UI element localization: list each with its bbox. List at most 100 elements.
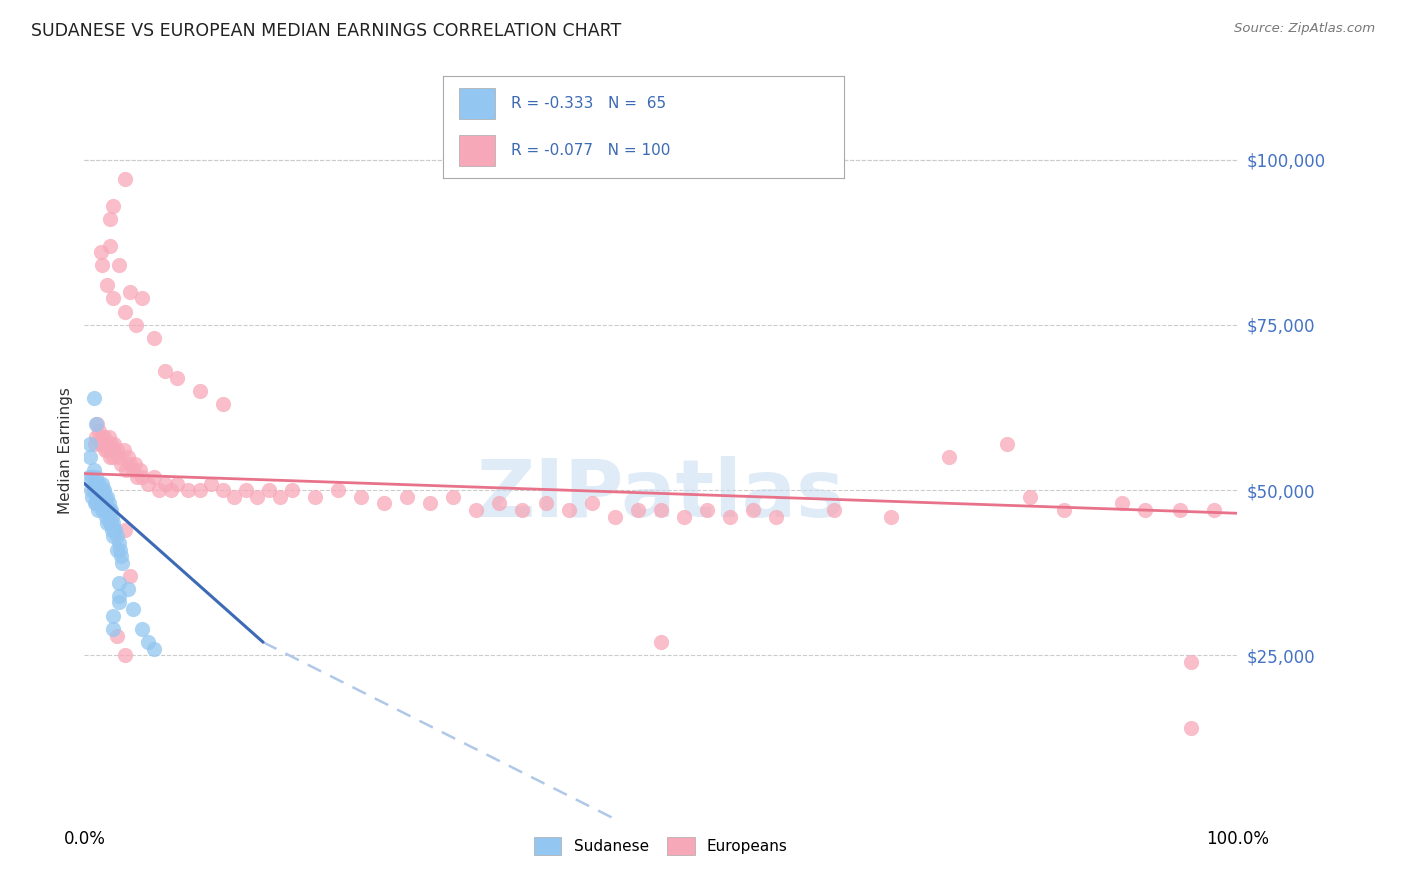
Point	[103, 199, 124, 213]
Point	[581, 496, 603, 510]
Point	[105, 529, 128, 543]
Point	[995, 437, 1018, 451]
Point	[650, 635, 672, 649]
Point	[90, 490, 112, 504]
Point	[142, 470, 165, 484]
Point	[93, 430, 115, 444]
Bar	[458, 136, 495, 166]
Point	[93, 503, 115, 517]
Point	[246, 490, 269, 504]
Point	[117, 582, 139, 597]
Point	[105, 443, 128, 458]
Point	[177, 483, 200, 497]
Point	[97, 496, 120, 510]
Point	[120, 569, 142, 583]
Text: Source: ZipAtlas.com: Source: ZipAtlas.com	[1234, 22, 1375, 36]
Point	[627, 503, 650, 517]
Point	[103, 529, 124, 543]
Point	[96, 503, 118, 517]
Point	[94, 503, 117, 517]
Point	[96, 516, 118, 531]
Point	[79, 450, 101, 464]
Point	[83, 391, 105, 405]
Point	[108, 258, 131, 272]
Point	[84, 496, 107, 510]
Point	[1180, 721, 1202, 735]
Point	[120, 285, 142, 299]
Point	[87, 483, 110, 497]
Point	[103, 516, 124, 531]
Point	[441, 490, 464, 504]
Point	[101, 443, 124, 458]
Point	[1018, 490, 1040, 504]
Point	[101, 523, 124, 537]
Point	[1053, 503, 1076, 517]
Point	[96, 437, 118, 451]
Point	[1111, 496, 1133, 510]
Point	[281, 483, 304, 497]
Point	[823, 503, 845, 517]
Point	[96, 496, 118, 510]
Point	[84, 470, 107, 484]
Point	[650, 503, 672, 517]
Point	[108, 450, 131, 464]
Point	[304, 490, 326, 504]
Text: ZIPatlas: ZIPatlas	[477, 456, 845, 534]
Point	[488, 496, 510, 510]
Point	[83, 496, 105, 510]
Point	[83, 463, 105, 477]
Point	[97, 430, 120, 444]
Point	[188, 483, 211, 497]
Point	[224, 490, 246, 504]
Point	[84, 483, 107, 497]
Point	[153, 476, 176, 491]
Point	[114, 523, 136, 537]
Point	[93, 483, 115, 497]
Point	[98, 503, 121, 517]
Point	[96, 509, 118, 524]
Point	[89, 483, 111, 497]
Point	[100, 437, 122, 451]
Point	[465, 503, 488, 517]
Point	[90, 258, 112, 272]
Point	[938, 450, 960, 464]
Point	[111, 556, 134, 570]
Point	[108, 575, 131, 590]
Point	[880, 509, 903, 524]
Point	[94, 443, 117, 458]
Point	[115, 463, 138, 477]
Point	[87, 503, 110, 517]
Point	[94, 490, 117, 504]
Point	[534, 496, 557, 510]
Point	[557, 503, 579, 517]
Point	[103, 608, 124, 623]
Point	[211, 397, 233, 411]
Point	[110, 457, 132, 471]
Point	[98, 450, 121, 464]
Point	[396, 490, 419, 504]
Point	[86, 476, 108, 491]
Point	[131, 622, 153, 636]
Point	[98, 238, 121, 252]
Point	[83, 437, 105, 451]
Point	[512, 503, 534, 517]
Text: R = -0.333   N =  65: R = -0.333 N = 65	[510, 96, 666, 111]
Point	[114, 304, 136, 318]
Point	[419, 496, 441, 510]
Point	[91, 483, 114, 497]
Point	[83, 483, 105, 497]
Point	[235, 483, 257, 497]
Point	[80, 483, 103, 497]
Point	[108, 595, 131, 609]
Point	[91, 496, 114, 510]
Point	[166, 370, 188, 384]
Point	[77, 470, 100, 484]
Point	[117, 450, 139, 464]
Point	[96, 443, 118, 458]
Point	[326, 483, 349, 497]
Point	[114, 648, 136, 663]
Point	[103, 292, 124, 306]
Legend: Sudanese, Europeans: Sudanese, Europeans	[527, 831, 794, 861]
Point	[350, 490, 373, 504]
Point	[742, 503, 765, 517]
